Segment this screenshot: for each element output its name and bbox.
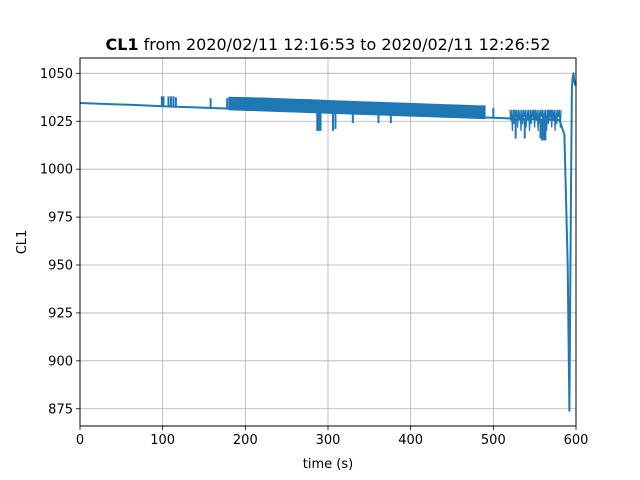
grid — [80, 58, 576, 426]
y-tick-label: 1000 — [40, 163, 73, 178]
noise-region — [509, 109, 562, 132]
y-axis-label: CL1 — [15, 230, 30, 255]
y-tick-label: 925 — [48, 306, 73, 321]
x-tick-label: 200 — [233, 433, 258, 448]
noise-band — [228, 96, 486, 120]
data-series — [79, 72, 577, 412]
y-tick-label: 875 — [48, 402, 73, 417]
x-tick-label: 600 — [564, 433, 589, 448]
y-tick-label: 900 — [48, 354, 73, 369]
x-tick-label: 300 — [316, 433, 341, 448]
chart-title-bold: CL1 — [105, 35, 138, 54]
chart-title-rest: from 2020/02/11 12:16:53 to 2020/02/11 1… — [139, 35, 551, 54]
series-line — [79, 72, 577, 412]
x-tick-label: 400 — [398, 433, 423, 448]
x-tick-label: 500 — [481, 433, 506, 448]
y-tick-label: 1025 — [40, 115, 73, 130]
x-tick-label: 100 — [150, 433, 175, 448]
x-tick-label: 0 — [76, 433, 84, 448]
y-tick-label: 975 — [48, 211, 73, 226]
x-axis-label: time (s) — [303, 457, 353, 472]
y-tick-label: 950 — [48, 259, 73, 274]
axis-ticks: 0 100 200 300 400 500 600 875 900 925 950 975 1000 10… — [40, 67, 589, 448]
chart-title: CL1 from 2020/02/11 12:16:53 to 2020/02/… — [105, 35, 550, 54]
y-tick-label: 1050 — [40, 67, 73, 82]
